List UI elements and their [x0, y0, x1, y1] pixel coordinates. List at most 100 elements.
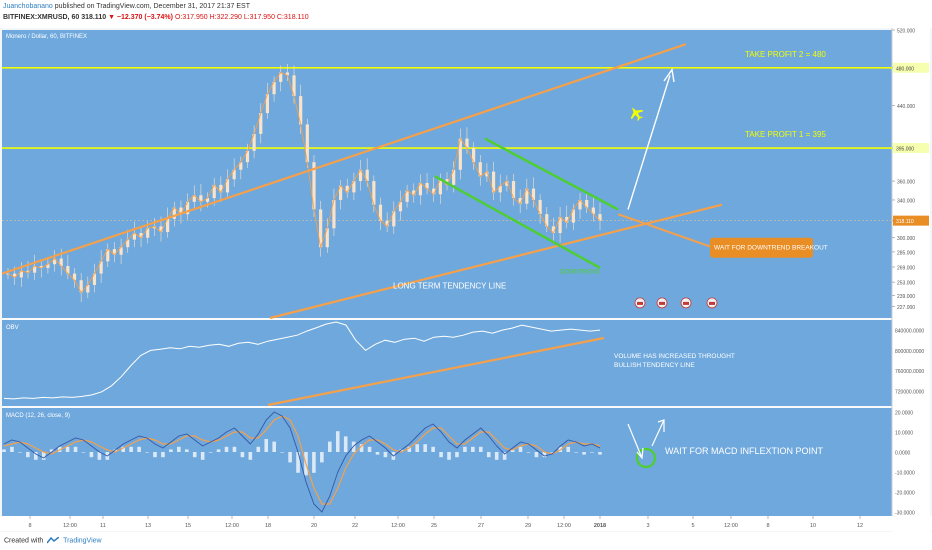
obv-line [3, 321, 601, 400]
candle-body [112, 249, 117, 255]
candle-body [299, 96, 303, 125]
macd-annotation: WAIT FOR MACD INFLEXTION POINT [665, 446, 824, 456]
candle-body [39, 266, 43, 268]
obv-tick-label: 800000.0000 [895, 349, 924, 355]
candle-body [72, 273, 77, 281]
candle-body [432, 188, 436, 195]
macd-histogram-bar [375, 452, 380, 455]
macd-signal-line [3, 415, 601, 505]
macd-histogram-bar [97, 452, 102, 460]
macd-histogram-bar [10, 446, 14, 452]
candle-body [152, 226, 156, 229]
level-axis-tag [893, 62, 929, 73]
macd-histogram-bar [81, 452, 86, 453]
macd-histogram-bar [598, 452, 602, 455]
candle-body [558, 216, 562, 234]
breakout-callout-text: WAIT FOR DOWNTREND BREAKOUT [714, 245, 828, 252]
take-profit-label: TAKE PROFIT 2 = 480 [745, 50, 826, 59]
price-tick-label: 239.000 [897, 294, 915, 300]
macd-histogram-bar [423, 444, 427, 452]
macd-histogram-bar [240, 452, 245, 458]
macd-histogram-bar [33, 452, 38, 460]
candle-body [505, 181, 509, 186]
obv-tick-label: 840000.0000 [895, 329, 924, 335]
time-tick-label: 25 [431, 523, 437, 529]
macd-histogram-bar [526, 452, 531, 453]
projection-arrow [627, 75, 671, 210]
downtrend-upper-line [484, 137, 619, 211]
candle-body [66, 266, 70, 274]
macd-histogram-bar [296, 452, 300, 473]
price-tick-label: 300.000 [897, 236, 915, 242]
obv-trend-line [267, 336, 605, 407]
macd-histogram-bar [343, 436, 348, 452]
macd-histogram-bar [73, 446, 78, 452]
price-tick-label: 440.000 [897, 104, 915, 110]
candle-body [358, 169, 363, 182]
candle-body [578, 199, 582, 210]
author-link[interactable]: Juanchobanano [3, 3, 53, 10]
time-tick-label: 12 [857, 523, 863, 529]
macd-histogram-bar [566, 446, 571, 452]
obv-tick-label: 720000.0000 [895, 389, 924, 395]
tradingview-brand-link[interactable]: TradingView [63, 537, 102, 545]
last-price-tag-text: 318.110 [896, 219, 914, 225]
candle-body [571, 209, 575, 223]
take-profit-label: TAKE PROFIT 1 = 395 [745, 130, 826, 139]
downtrend-lower-line [434, 175, 601, 270]
macd-histogram-bar [49, 449, 54, 452]
candle-body [265, 94, 270, 114]
macd-histogram-bar [18, 452, 22, 453]
macd-histogram-bar [407, 446, 412, 452]
macd-histogram-bar [169, 449, 173, 452]
candle-body [325, 228, 329, 248]
macd-histogram-bar [542, 452, 547, 458]
breakout-callout-box [710, 237, 813, 258]
macd-histogram-bar [335, 431, 340, 452]
candle-body [285, 72, 289, 76]
price-tick-label: 360.000 [897, 180, 915, 186]
candle-body [392, 211, 396, 227]
macd-tick-label: 20.0000 [895, 411, 913, 417]
candle-body [172, 207, 176, 219]
candle-body [59, 258, 63, 267]
candle-body [405, 190, 409, 202]
candle-body [212, 184, 216, 199]
macd-histogram-bar [455, 452, 459, 458]
trading-chart[interactable]: 520.000 480.000 440.000 395.000 360.000 340.0… [0, 28, 932, 532]
macd-histogram-bar [161, 452, 165, 458]
macd-histogram-bar [256, 446, 261, 452]
candle-body [245, 150, 250, 163]
candle-body [332, 199, 336, 229]
macd-histogram-bar [312, 452, 316, 473]
candle-body [551, 226, 556, 234]
obv-annotation-line-1: VOLUME HAS INCREASED THROUGHT [614, 353, 735, 360]
macd-histogram-bar [192, 452, 197, 458]
obv-annotation-line-2: BULLISH TENDENCY LINE [614, 362, 695, 369]
publish-line: Juanchobanano published on TradingView.c… [3, 3, 250, 10]
macd-histogram-bar [184, 449, 189, 452]
macd-histogram-bar [288, 452, 292, 463]
macd-histogram-bar [479, 446, 483, 452]
candle-body [458, 138, 462, 170]
macd-histogram-bar [439, 452, 443, 458]
time-tick-label: 11 [100, 523, 106, 529]
candle-body [472, 148, 476, 163]
candle-body [126, 239, 130, 248]
candle-body [438, 179, 442, 195]
macd-up-arrow [651, 419, 665, 447]
candle-body [159, 226, 163, 233]
macd-histogram-bar [248, 452, 253, 460]
time-tick-label: 15 [185, 523, 191, 529]
macd-histogram-bar [208, 452, 213, 453]
candle-body [139, 233, 143, 238]
published-text: published on TradingView.com, December 3… [54, 3, 250, 10]
candle-body [478, 162, 482, 177]
macd-histogram-bar [65, 446, 70, 452]
candle-body [498, 185, 502, 193]
candle-body [305, 124, 309, 163]
macd-histogram-bar [471, 446, 475, 452]
macd-tick-label: -30.0000 [895, 511, 915, 517]
projection-arrow-head [663, 67, 675, 83]
macd-histogram-bar [510, 449, 515, 452]
